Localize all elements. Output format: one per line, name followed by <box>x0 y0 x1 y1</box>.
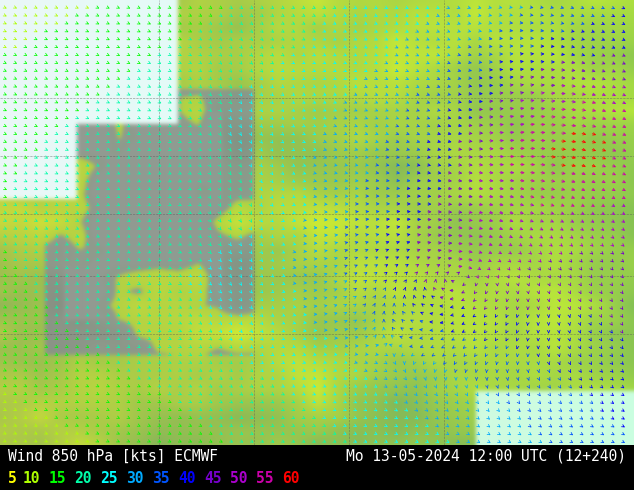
Text: 20: 20 <box>75 471 92 487</box>
Text: 35: 35 <box>153 471 170 487</box>
Text: 50: 50 <box>231 471 248 487</box>
Text: 45: 45 <box>204 471 222 487</box>
Text: 15: 15 <box>48 471 66 487</box>
Text: 60: 60 <box>282 471 300 487</box>
Text: Mo 13-05-2024 12:00 UTC (12+240): Mo 13-05-2024 12:00 UTC (12+240) <box>346 448 626 464</box>
Text: 5: 5 <box>8 471 16 487</box>
Text: 30: 30 <box>127 471 144 487</box>
Text: 10: 10 <box>23 471 40 487</box>
Text: 40: 40 <box>179 471 196 487</box>
Text: 25: 25 <box>101 471 118 487</box>
Text: 55: 55 <box>256 471 274 487</box>
Text: Wind 850 hPa [kts] ECMWF: Wind 850 hPa [kts] ECMWF <box>8 448 217 464</box>
